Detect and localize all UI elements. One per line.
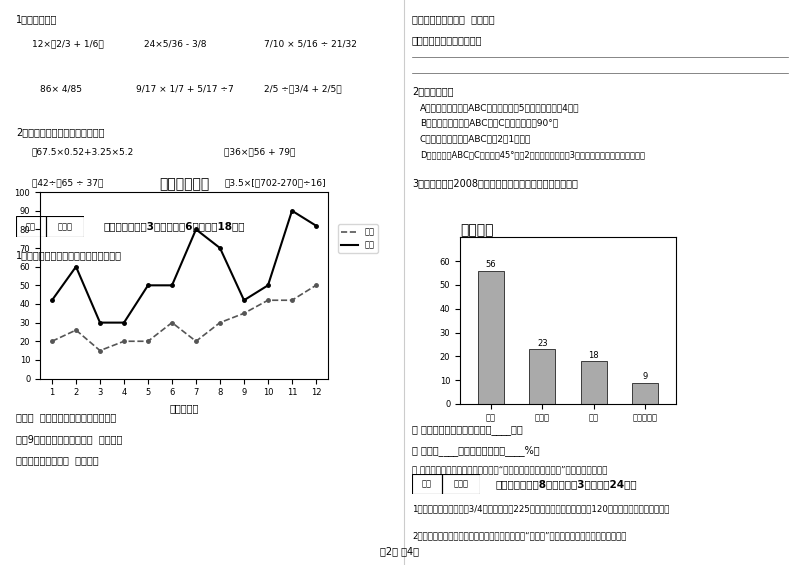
Text: 18: 18 [589,351,599,360]
Title: 全额（万元）: 全额（万元） [159,177,209,191]
Text: 9/17 × 1/7 + 5/17 ÷7: 9/17 × 1/7 + 5/17 ÷7 [136,85,234,94]
Text: 2．脱式计算，能简算的要简算。: 2．脱式计算，能简算的要简算。 [16,127,105,137]
Bar [478,271,504,404]
Text: 9: 9 [642,372,648,381]
Text: 24×5/36 - 3/8: 24×5/36 - 3/8 [144,40,206,49]
Text: 7/10 × 5/16 ÷ 21/32: 7/10 × 5/16 ÷ 21/32 [264,40,357,49]
Text: 2．万佳超市周年庆店庆高促销销售豆浆机，采用“折上折”方式销售，即先打七折，在此基础: 2．万佳超市周年庆店庆高促销销售豆浆机，采用“折上折”方式销售，即先打七折，在此… [412,531,626,540]
Text: D、在三角形ABC的C点南偏东45°方列2厘米处画一个直兩3厘米的圆（长度为实际长度）。: D、在三角形ABC的C点南偏东45°方列2厘米处画一个直兩3厘米的圆（长度为实际… [420,150,645,159]
Text: 42÷（65 ÷ 37）: 42÷（65 ÷ 37） [32,178,103,187]
Text: 评卷人: 评卷人 [58,222,73,231]
Text: 3.5×[（702-270）÷16]: 3.5×[（702-270）÷16] [224,178,326,187]
Text: C、将下面的三角形ABC，扨2：1放大。: C、将下面的三角形ABC，扨2：1放大。 [420,134,531,144]
Bar [530,349,555,404]
Text: A、将下面的三角形ABC，先向下平移5格，再向左平移4格。: A、将下面的三角形ABC，先向下平移5格，再向左平移4格。 [420,103,579,112]
Text: ⒓、全年实际收入（  ）万元。: ⒓、全年实际收入（ ）万元。 [16,455,98,466]
X-axis label: 月份（月）: 月份（月） [170,403,198,413]
Text: 2．依次解答。: 2．依次解答。 [412,86,454,96]
Text: 67.5×0.52+3.25×5.2: 67.5×0.52+3.25×5.2 [32,147,134,156]
Text: ⒕、你还获得了哪些信息？: ⒕、你还获得了哪些信息？ [412,35,482,45]
Text: ⒑、（  ）月份收入和支出相差最小。: ⒑、（ ）月份收入和支出相差最小。 [16,412,116,423]
Text: ⒑ 四个申办城市的得票总数是____票。: ⒑ 四个申办城市的得票总数是____票。 [412,425,522,435]
Text: 36×（56 + 79）: 36×（56 + 79） [224,147,295,156]
Text: 12×（2/3 + 1/6）: 12×（2/3 + 1/6） [32,40,104,49]
Text: B、将下面的三角形ABC，绕C点逆时针旋转90°。: B、将下面的三角形ABC，绕C点逆时针旋转90°。 [420,119,558,128]
Text: 单位：票: 单位：票 [460,223,494,237]
Text: 23: 23 [537,339,547,348]
Text: 1．甲乙两生产小组用了3/4天共同装配了225台电机，已知甲组每天装配120台，乙组每天装配多少台？: 1．甲乙两生产小组用了3/4天共同装配了225台电机，已知甲组每天装配120台，… [412,504,670,513]
Text: 第2页 兲4页: 第2页 兲4页 [381,546,419,557]
Text: 3．下面是申报2008年奥运会主办城市的得票情况统计图。: 3．下面是申报2008年奥运会主办城市的得票情况统计图。 [412,178,578,188]
Bar [581,361,606,404]
Legend: 支出, 收入: 支出, 收入 [338,224,378,253]
Text: 56: 56 [486,260,496,270]
Text: 五、综合题（关3小题，每题6分，共膇18分）: 五、综合题（关3小题，每题6分，共膇18分） [104,221,246,231]
Text: 2/5 ÷（3/4 + 2/5）: 2/5 ÷（3/4 + 2/5） [264,85,342,94]
Text: 得分: 得分 [26,222,36,231]
Text: ⒒ 北京得____票，占得票总数的____%。: ⒒ 北京得____票，占得票总数的____%。 [412,445,540,456]
Text: 86× 4/85: 86× 4/85 [40,85,82,94]
Text: ⒓ 投票结果出来，报纸、电视都说：“北京得票是最遥遥领先的”，为什么这样说？: ⒓ 投票结果出来，报纸、电视都说：“北京得票是最遥遥领先的”，为什么这样说？ [412,466,607,475]
Text: ⒔、平均每月支出（  ）万元。: ⒔、平均每月支出（ ）万元。 [412,14,494,24]
Text: 得分: 得分 [422,480,432,489]
Text: 1．脱式计算：: 1．脱式计算： [16,14,58,24]
Text: ⒒、9月份收入和支出相差（  ）万元。: ⒒、9月份收入和支出相差（ ）万元。 [16,434,122,444]
Text: 六、应用题（关8小题，每题3分，共膇24分）: 六、应用题（关8小题，每题3分，共膇24分） [496,479,638,489]
Text: 1．请根据下面的统计图回答下列问题。: 1．请根据下面的统计图回答下列问题。 [16,250,122,260]
Text: 评卷人: 评卷人 [454,480,469,489]
Bar [632,383,658,404]
